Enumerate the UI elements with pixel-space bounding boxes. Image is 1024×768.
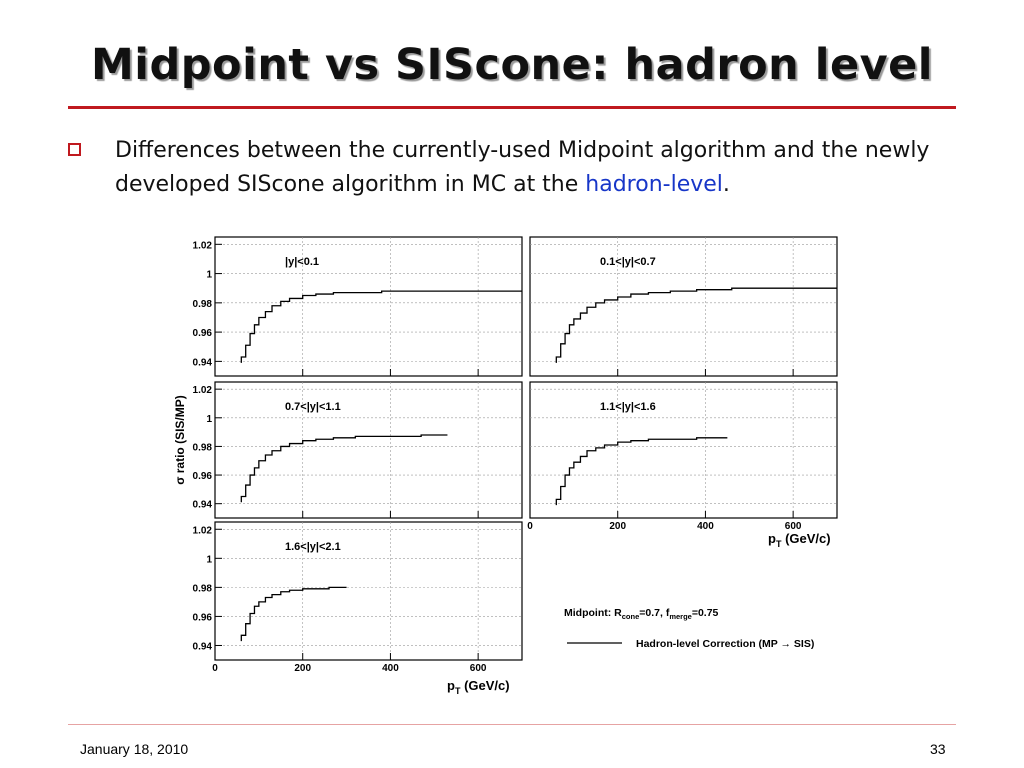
panel-label: 0.7<|y|<1.1: [285, 401, 341, 413]
x-tick-label: 600: [785, 521, 802, 532]
panel-label: 1.6<|y|<2.1: [285, 541, 341, 553]
bullet-text-end: .: [722, 172, 730, 197]
footer-divider: [68, 724, 956, 725]
y-tick-label: 1.02: [193, 385, 213, 396]
bullet-text-highlight: hadron-level: [585, 172, 723, 197]
y-tick-label: 0.98: [193, 442, 213, 453]
legend-params: Midpoint: Rcone=0.7, fmerge=0.75: [564, 607, 719, 621]
panel-label: 0.1<|y|<0.7: [600, 256, 656, 268]
panel-frame: [214, 521, 523, 661]
y-tick-label: 0.96: [193, 612, 213, 623]
y-tick-label: 1: [206, 414, 212, 425]
y-tick-label: 1.02: [193, 525, 213, 536]
panel-frame: [529, 236, 838, 377]
y-tick-label: 0.96: [193, 328, 213, 339]
x-axis-title: pT (GeV/c): [768, 531, 831, 549]
series-line: [240, 586, 347, 642]
page-number: 33: [930, 741, 946, 757]
series-line: [555, 437, 728, 506]
slide-title: Midpoint vs SIScone: hadron level: [90, 40, 934, 90]
x-tick-label: 600: [470, 663, 487, 674]
y-tick-label: 0.94: [193, 357, 213, 368]
footer-date: January 18, 2010: [80, 741, 189, 757]
y-tick-label: 0.98: [193, 583, 213, 594]
y-tick-label: 1: [206, 270, 212, 281]
y-tick-label: 0.98: [193, 299, 213, 310]
series-line: [240, 290, 522, 363]
legend-line-label: Hadron-level Correction (MP → SIS): [636, 638, 814, 650]
bullet-text: Differences between the currently-used M…: [115, 134, 995, 202]
panel-label: 1.1<|y|<1.6: [600, 401, 656, 413]
x-tick-label: 400: [382, 663, 399, 674]
y-axis-title: σ ratio (SIS/MP): [173, 395, 187, 485]
bullet-square-icon: [68, 143, 81, 156]
x-tick-label: 400: [697, 521, 714, 532]
x-tick-label: 0: [212, 663, 218, 674]
series-line: [555, 287, 837, 363]
panel-frame: [214, 381, 523, 519]
x-tick-label: 0: [527, 521, 533, 532]
y-tick-label: 0.94: [193, 500, 213, 511]
y-tick-label: 1.02: [193, 240, 213, 251]
panel-frame: [214, 236, 523, 377]
y-tick-label: 0.94: [193, 641, 213, 652]
panel-frame: [529, 381, 838, 519]
series-line: [240, 434, 448, 503]
y-tick-label: 1: [206, 554, 212, 565]
panel-label: |y|<0.1: [285, 256, 319, 268]
bullet-text-main: Differences between the currently-used M…: [115, 138, 930, 197]
x-tick-label: 200: [294, 663, 311, 674]
x-tick-label: 200: [609, 521, 626, 532]
y-tick-label: 0.96: [193, 471, 213, 482]
title-divider: [68, 106, 956, 109]
x-axis-title: pT (GeV/c): [447, 678, 510, 696]
